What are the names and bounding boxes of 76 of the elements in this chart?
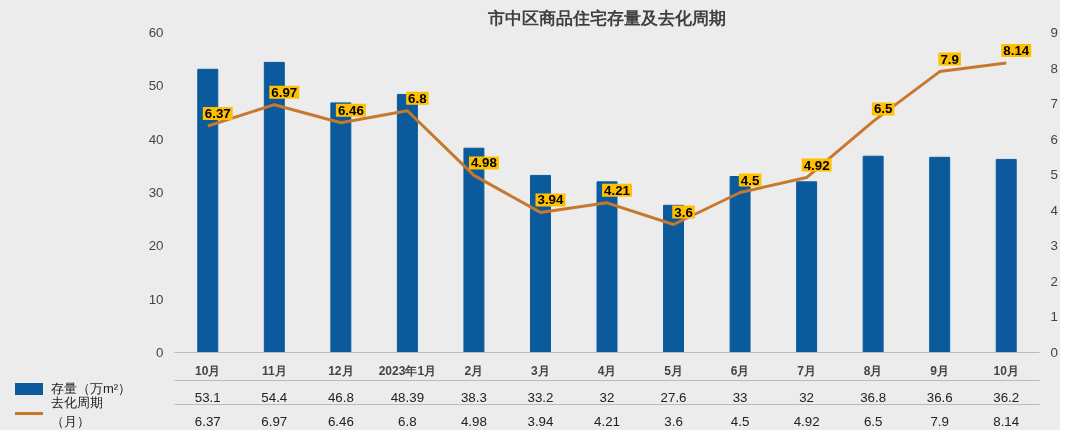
x-tick-label: 10月 bbox=[195, 363, 221, 378]
x-tick-label: 2023年1月 bbox=[378, 363, 437, 378]
data-label: 33 bbox=[732, 389, 748, 405]
data-label: 38.3 bbox=[460, 389, 487, 405]
x-tick-label: 10月 bbox=[993, 363, 1019, 378]
annotation: 6.46 bbox=[337, 102, 364, 118]
data-label: 6.37 bbox=[194, 413, 221, 429]
bar bbox=[995, 158, 1017, 353]
annotation: 6.5 bbox=[873, 101, 894, 117]
bar bbox=[929, 156, 951, 353]
x-tick-label: 8月 bbox=[863, 363, 883, 378]
annotation: 3.94 bbox=[537, 192, 565, 208]
data-label: 32 bbox=[599, 389, 615, 405]
annotation: 6.8 bbox=[408, 90, 427, 106]
y2-tick-label: 6 bbox=[1050, 131, 1058, 147]
y-tick-label: 30 bbox=[148, 185, 164, 200]
annotation: 7.9 bbox=[940, 51, 959, 67]
y-tick-label: 0 bbox=[156, 345, 164, 360]
legend-label: 去化周期（月） bbox=[50, 395, 104, 430]
legend-label: 存量（万m²） bbox=[51, 379, 132, 396]
data-label: 33.2 bbox=[527, 389, 554, 405]
annotation: 3.6 bbox=[674, 204, 693, 220]
x-tick-label: 2月 bbox=[464, 363, 484, 378]
x-tick-label: 5月 bbox=[664, 363, 683, 378]
data-label: 36.6 bbox=[926, 389, 953, 405]
data-label: 4.98 bbox=[460, 413, 487, 429]
bar bbox=[796, 181, 818, 353]
y2-tick-label: 2 bbox=[1050, 273, 1058, 289]
data-label: 6.5 bbox=[863, 413, 883, 429]
y-tick-label: 60 bbox=[148, 25, 164, 40]
y2-tick-label: 3 bbox=[1050, 238, 1058, 254]
annotation: 8.14 bbox=[1003, 43, 1030, 59]
data-label: 7.9 bbox=[930, 413, 949, 429]
y2-tick-label: 0 bbox=[1050, 345, 1058, 360]
bar bbox=[862, 155, 884, 353]
x-tick-label: 4月 bbox=[597, 363, 617, 378]
y-tick-label: 50 bbox=[148, 78, 164, 94]
data-label: 4.5 bbox=[730, 413, 750, 429]
y-tick-label: 10 bbox=[148, 291, 164, 307]
x-tick-label: 9月 bbox=[930, 363, 950, 378]
data-label: 48.39 bbox=[390, 389, 425, 405]
x-tick-label: 7月 bbox=[797, 363, 816, 378]
x-tick-label: 6月 bbox=[730, 363, 750, 378]
x-tick-label: 12月 bbox=[328, 363, 354, 378]
y2-tick-label: 5 bbox=[1050, 167, 1058, 183]
data-label: 27.6 bbox=[660, 389, 687, 405]
y2-tick-label: 1 bbox=[1050, 309, 1058, 325]
annotation: 4.21 bbox=[604, 182, 631, 198]
data-label: 3.94 bbox=[527, 413, 555, 429]
data-label: 6.46 bbox=[327, 413, 354, 429]
y2-tick-label: 8 bbox=[1050, 60, 1058, 76]
y2-tick-label: 7 bbox=[1050, 96, 1058, 112]
y2-tick-label: 9 bbox=[1050, 25, 1058, 40]
chart-title: 市中区商品住宅存量及去化周期 bbox=[487, 7, 726, 28]
y-tick-label: 20 bbox=[148, 238, 164, 254]
x-tick-label: 11月 bbox=[261, 363, 287, 378]
annotation: 6.37 bbox=[204, 106, 231, 122]
data-label: 32 bbox=[799, 389, 815, 405]
data-label: 6.97 bbox=[261, 413, 288, 429]
data-label: 36.2 bbox=[993, 389, 1020, 405]
data-label: 46.8 bbox=[327, 389, 354, 405]
data-label: 6.8 bbox=[398, 413, 417, 429]
data-label: 54.4 bbox=[261, 389, 288, 405]
x-tick-label: 3月 bbox=[531, 363, 550, 378]
data-label: 4.21 bbox=[594, 413, 620, 429]
y-tick-label: 40 bbox=[148, 131, 164, 147]
data-label: 4.92 bbox=[793, 413, 820, 429]
data-label: 8.14 bbox=[993, 413, 1020, 429]
data-label: 53.1 bbox=[194, 389, 221, 405]
annotation: 6.97 bbox=[271, 84, 298, 100]
y2-tick-label: 4 bbox=[1050, 202, 1059, 218]
annotation: 4.98 bbox=[470, 155, 497, 171]
annotation: 4.92 bbox=[803, 157, 830, 173]
annotation: 4.5 bbox=[740, 172, 760, 188]
data-label: 3.6 bbox=[664, 413, 683, 429]
data-label: 36.8 bbox=[860, 389, 887, 405]
